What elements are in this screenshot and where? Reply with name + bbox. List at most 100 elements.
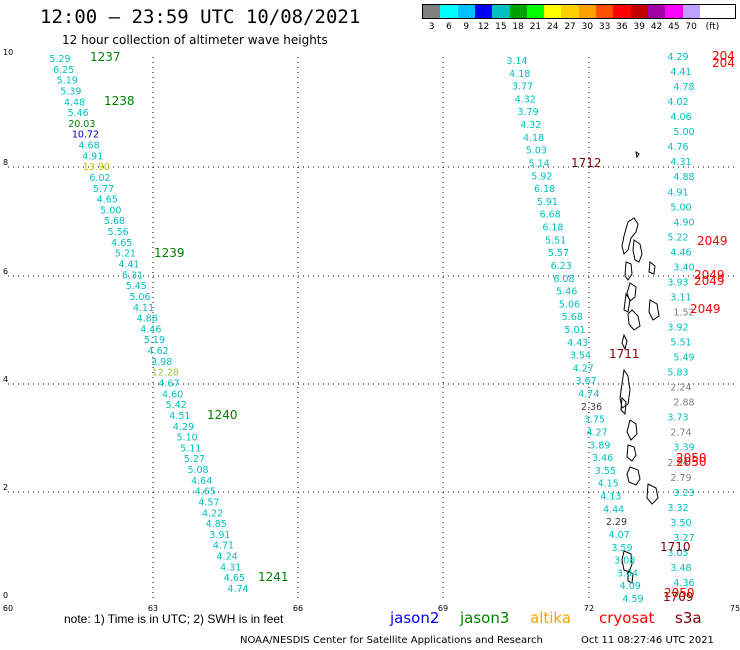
swh-value: 4.02 bbox=[667, 97, 688, 108]
swh-value: 5.21 bbox=[115, 249, 136, 260]
colorbar-label: (ft) bbox=[705, 22, 720, 32]
swh-value: 4.46 bbox=[670, 247, 691, 258]
colorbar-swatch bbox=[526, 4, 545, 19]
swh-value: 4.91 bbox=[667, 187, 688, 198]
swh-value: 4.57 bbox=[198, 497, 219, 508]
x-tick-label: 63 bbox=[148, 604, 158, 613]
swh-value: 4.90 bbox=[673, 217, 694, 228]
swh-value: 3.93 bbox=[667, 277, 688, 288]
swh-value: 3.23 bbox=[673, 488, 694, 499]
swh-value: 4.60 bbox=[162, 389, 183, 400]
swh-value: 4.68 bbox=[78, 141, 99, 152]
island-outline bbox=[626, 466, 641, 486]
x-tick-label: 69 bbox=[438, 604, 448, 613]
swh-value: 4.31 bbox=[220, 562, 241, 573]
swh-value: 4.44 bbox=[603, 504, 624, 515]
swh-value: 5.42 bbox=[166, 400, 187, 411]
swh-value: 4.71 bbox=[213, 541, 234, 552]
swh-value: 4.78 bbox=[673, 82, 694, 93]
swh-value: 5.22 bbox=[667, 232, 688, 243]
swh-value: 5.68 bbox=[104, 216, 125, 227]
colorbar-label: 33 bbox=[598, 22, 611, 32]
swh-value: 4.29 bbox=[667, 52, 688, 63]
colorbar-frame bbox=[422, 4, 736, 19]
colorbar-swatch bbox=[492, 4, 510, 19]
swh-value: 2.29 bbox=[606, 517, 627, 528]
swh-value: 3.73 bbox=[667, 413, 688, 424]
swh-value: 3.55 bbox=[595, 466, 616, 477]
x-tick-label: 75 bbox=[730, 604, 740, 613]
pass-label: 2049 bbox=[697, 234, 728, 248]
island-outline bbox=[627, 309, 641, 331]
island-outline bbox=[627, 570, 634, 584]
pass-label: 2049 bbox=[694, 268, 725, 282]
swh-value: 3.79 bbox=[517, 107, 538, 118]
swh-value: 5.06 bbox=[129, 292, 150, 303]
y-tick-label: 2 bbox=[3, 483, 8, 492]
swh-value: 4.27 bbox=[587, 427, 608, 438]
swh-value: 6.18 bbox=[534, 184, 555, 195]
island-outline bbox=[621, 333, 628, 351]
swh-value: 4.18 bbox=[509, 69, 530, 80]
swh-value: 5.49 bbox=[673, 353, 694, 364]
swh-value: 5.39 bbox=[60, 86, 81, 97]
island-outline bbox=[621, 217, 639, 255]
swh-value: 5.27 bbox=[184, 454, 205, 465]
swh-value: 3.75 bbox=[584, 415, 605, 426]
swh-value: 6.18 bbox=[542, 223, 563, 234]
swh-value: 5.00 bbox=[673, 127, 694, 138]
island-outline bbox=[626, 282, 637, 302]
colorbar-swatch bbox=[613, 4, 632, 19]
swh-value: 3.50 bbox=[670, 518, 691, 529]
swh-value: 4.22 bbox=[202, 508, 223, 519]
swh-value: 3.54 bbox=[570, 351, 591, 362]
x-tick-label: 66 bbox=[293, 604, 303, 613]
colorbar-swatch bbox=[423, 4, 441, 19]
swh-value: 5.29 bbox=[49, 54, 70, 65]
swh-value: 3.11 bbox=[670, 292, 691, 303]
swh-value: 5.83 bbox=[667, 368, 688, 379]
island-outline bbox=[623, 292, 631, 313]
island-outline bbox=[646, 483, 659, 505]
colorbar-swatch bbox=[596, 4, 614, 19]
colorbar-swatch bbox=[717, 4, 735, 19]
swh-value: 4.59 bbox=[622, 594, 643, 605]
footer-timestamp: Oct 11 08:27:46 UTC 2021 bbox=[581, 635, 714, 646]
swh-value: 3.05 bbox=[667, 548, 688, 559]
pass-label: 1238 bbox=[104, 94, 135, 108]
swh-value: 4.11 bbox=[133, 303, 154, 314]
pass-label: 204 bbox=[712, 49, 735, 63]
colorbar-swatch bbox=[457, 4, 476, 19]
pass-label: 1237 bbox=[90, 50, 121, 64]
swh-value: 4.67 bbox=[158, 378, 179, 389]
swh-value: 5.56 bbox=[108, 227, 129, 238]
colorbar-label: 18 bbox=[512, 22, 524, 32]
swh-value: 3.77 bbox=[512, 82, 533, 93]
swh-value: 3.59 bbox=[611, 543, 632, 554]
colorbar-label: 9 bbox=[463, 22, 470, 32]
swh-value: 2.24 bbox=[670, 383, 691, 394]
swh-value: 5.11 bbox=[180, 443, 201, 454]
swh-value: 4.24 bbox=[217, 552, 238, 563]
swh-value: 4.27 bbox=[573, 363, 594, 374]
pass-label: 1710 bbox=[660, 540, 691, 554]
legend-s3a: s3a bbox=[675, 609, 702, 627]
swh-value: 3.39 bbox=[673, 443, 694, 454]
swh-value: 4.62 bbox=[148, 346, 169, 357]
colorbar-swatch bbox=[474, 4, 493, 19]
map-subtitle: 12 hour collection of altimeter wave hei… bbox=[62, 33, 328, 47]
swh-value: 4.36 bbox=[673, 578, 694, 589]
swh-value: 4.91 bbox=[82, 151, 103, 162]
swh-value: 5.92 bbox=[531, 171, 552, 182]
swh-value: 5.51 bbox=[545, 235, 566, 246]
swh-value: 3.27 bbox=[673, 533, 694, 544]
swh-value: 4.07 bbox=[609, 530, 630, 541]
swh-value: 4.32 bbox=[515, 94, 536, 105]
pass-label: 2049 bbox=[694, 274, 725, 288]
swh-value: 5.14 bbox=[529, 158, 550, 169]
swh-value: 4.43 bbox=[567, 338, 588, 349]
legend-jason3: jason3 bbox=[460, 609, 510, 627]
pass-label: 2050 bbox=[664, 586, 695, 600]
swh-value: 4.13 bbox=[600, 492, 621, 503]
swh-value: 4.74 bbox=[227, 584, 248, 595]
